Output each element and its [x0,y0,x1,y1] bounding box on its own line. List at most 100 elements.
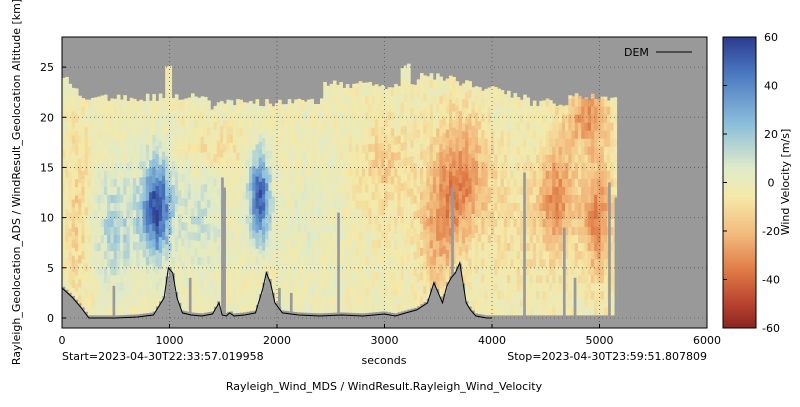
heatmap-cell [403,189,408,199]
heatmap-cell [403,286,408,295]
heatmap-cell [103,122,108,131]
heatmap-cell [439,143,443,153]
heatmap-cell [245,134,250,144]
heatmap-cell [481,266,485,275]
heatmap-cell [287,278,292,288]
heatmap-cell [539,226,543,236]
heatmap-cell [426,225,431,235]
heatmap-cell [191,95,195,104]
heatmap-cell [478,241,482,250]
heatmap-cell [442,213,447,222]
heatmap-cell [152,287,156,296]
heatmap-cell [158,93,163,101]
heatmap-cell [578,98,582,107]
heatmap-cell [78,198,82,208]
heatmap-cell [458,198,463,208]
heatmap-cell [574,266,579,276]
heatmap-cell [413,259,418,268]
heatmap-cell [539,130,543,139]
heatmap-cell [513,290,518,300]
heatmap-cell [355,87,360,97]
heatmap-cell [390,200,395,209]
heatmap-cell [116,98,121,107]
heatmap-cell [78,206,82,216]
heatmap-cell [139,257,144,266]
heatmap-cell [532,106,537,115]
heatmap-cell [110,258,114,268]
heatmap-cell [529,218,534,228]
heatmap-cell [210,198,214,208]
heatmap-cell [216,236,221,246]
heatmap-cell [542,298,547,308]
heatmap-cell [203,135,208,145]
heatmap-cell [320,104,324,113]
heatmap-cell [594,298,598,308]
heatmap-cell [513,218,518,228]
heatmap-cell [149,103,153,112]
heatmap-cell [284,222,289,231]
heatmap-cell [94,146,98,155]
heatmap-cell [597,138,601,147]
heatmap-cell [578,138,582,147]
heatmap-cell [597,154,601,163]
heatmap-cell [165,91,169,100]
heatmap-cell [449,259,453,269]
heatmap-cell [574,226,579,236]
heatmap-cell [132,185,137,195]
heatmap-cell [265,102,269,111]
heatmap-cell [181,277,185,287]
heatmap-cell [497,106,501,115]
heatmap-cell [184,182,189,191]
heatmap-cell [290,206,295,216]
heatmap-cell [474,232,479,242]
heatmap-cell [394,200,398,209]
heatmap-cell [581,282,585,292]
heatmap-cell [516,266,521,276]
heatmap-cell [100,202,105,211]
heatmap-cell [419,159,424,168]
heatmap-cell [471,149,476,158]
heatmap-cell [68,179,73,189]
heatmap-cell [478,120,482,130]
heatmap-cell [239,99,243,104]
heatmap-cell [471,221,476,231]
heatmap-cell [542,114,547,123]
heatmap-cell [474,248,479,258]
heatmap-cell [303,175,308,185]
heatmap-cell [390,304,395,313]
heatmap-cell [107,274,111,284]
heatmap-cell [545,234,550,244]
heatmap-cell [458,126,463,136]
heatmap-cell [423,173,427,182]
heatmap-cell [220,149,224,158]
heatmap-cell [210,262,214,272]
heatmap-cell [232,176,237,185]
heatmap-cell [126,258,131,267]
heatmap-cell [458,150,463,160]
heatmap-cell [419,263,424,273]
heatmap-cell [94,122,98,131]
heatmap-cell [407,196,411,206]
heatmap-cell [287,126,292,135]
heatmap-cell [210,246,214,256]
heatmap-cell [165,203,169,213]
heatmap-cell [516,178,521,187]
heatmap-cell [200,264,205,274]
heatmap-cell [410,252,414,261]
heatmap-cell [532,138,537,147]
heatmap-cell [426,193,431,203]
data-gap [608,182,611,318]
heatmap-cell [568,258,572,268]
heatmap-cell [529,186,534,195]
heatmap-cell [384,158,389,168]
heatmap-cell [471,189,476,198]
heatmap-cell [603,170,608,179]
x-tick-label: 1000 [156,334,184,347]
heatmap-cell [397,183,402,192]
heatmap-cell [310,160,314,169]
heatmap-cell [303,191,308,201]
heatmap-cell [178,173,182,183]
heatmap-cell [487,290,492,300]
heatmap-cell [529,290,534,300]
heatmap-cell [487,178,492,187]
